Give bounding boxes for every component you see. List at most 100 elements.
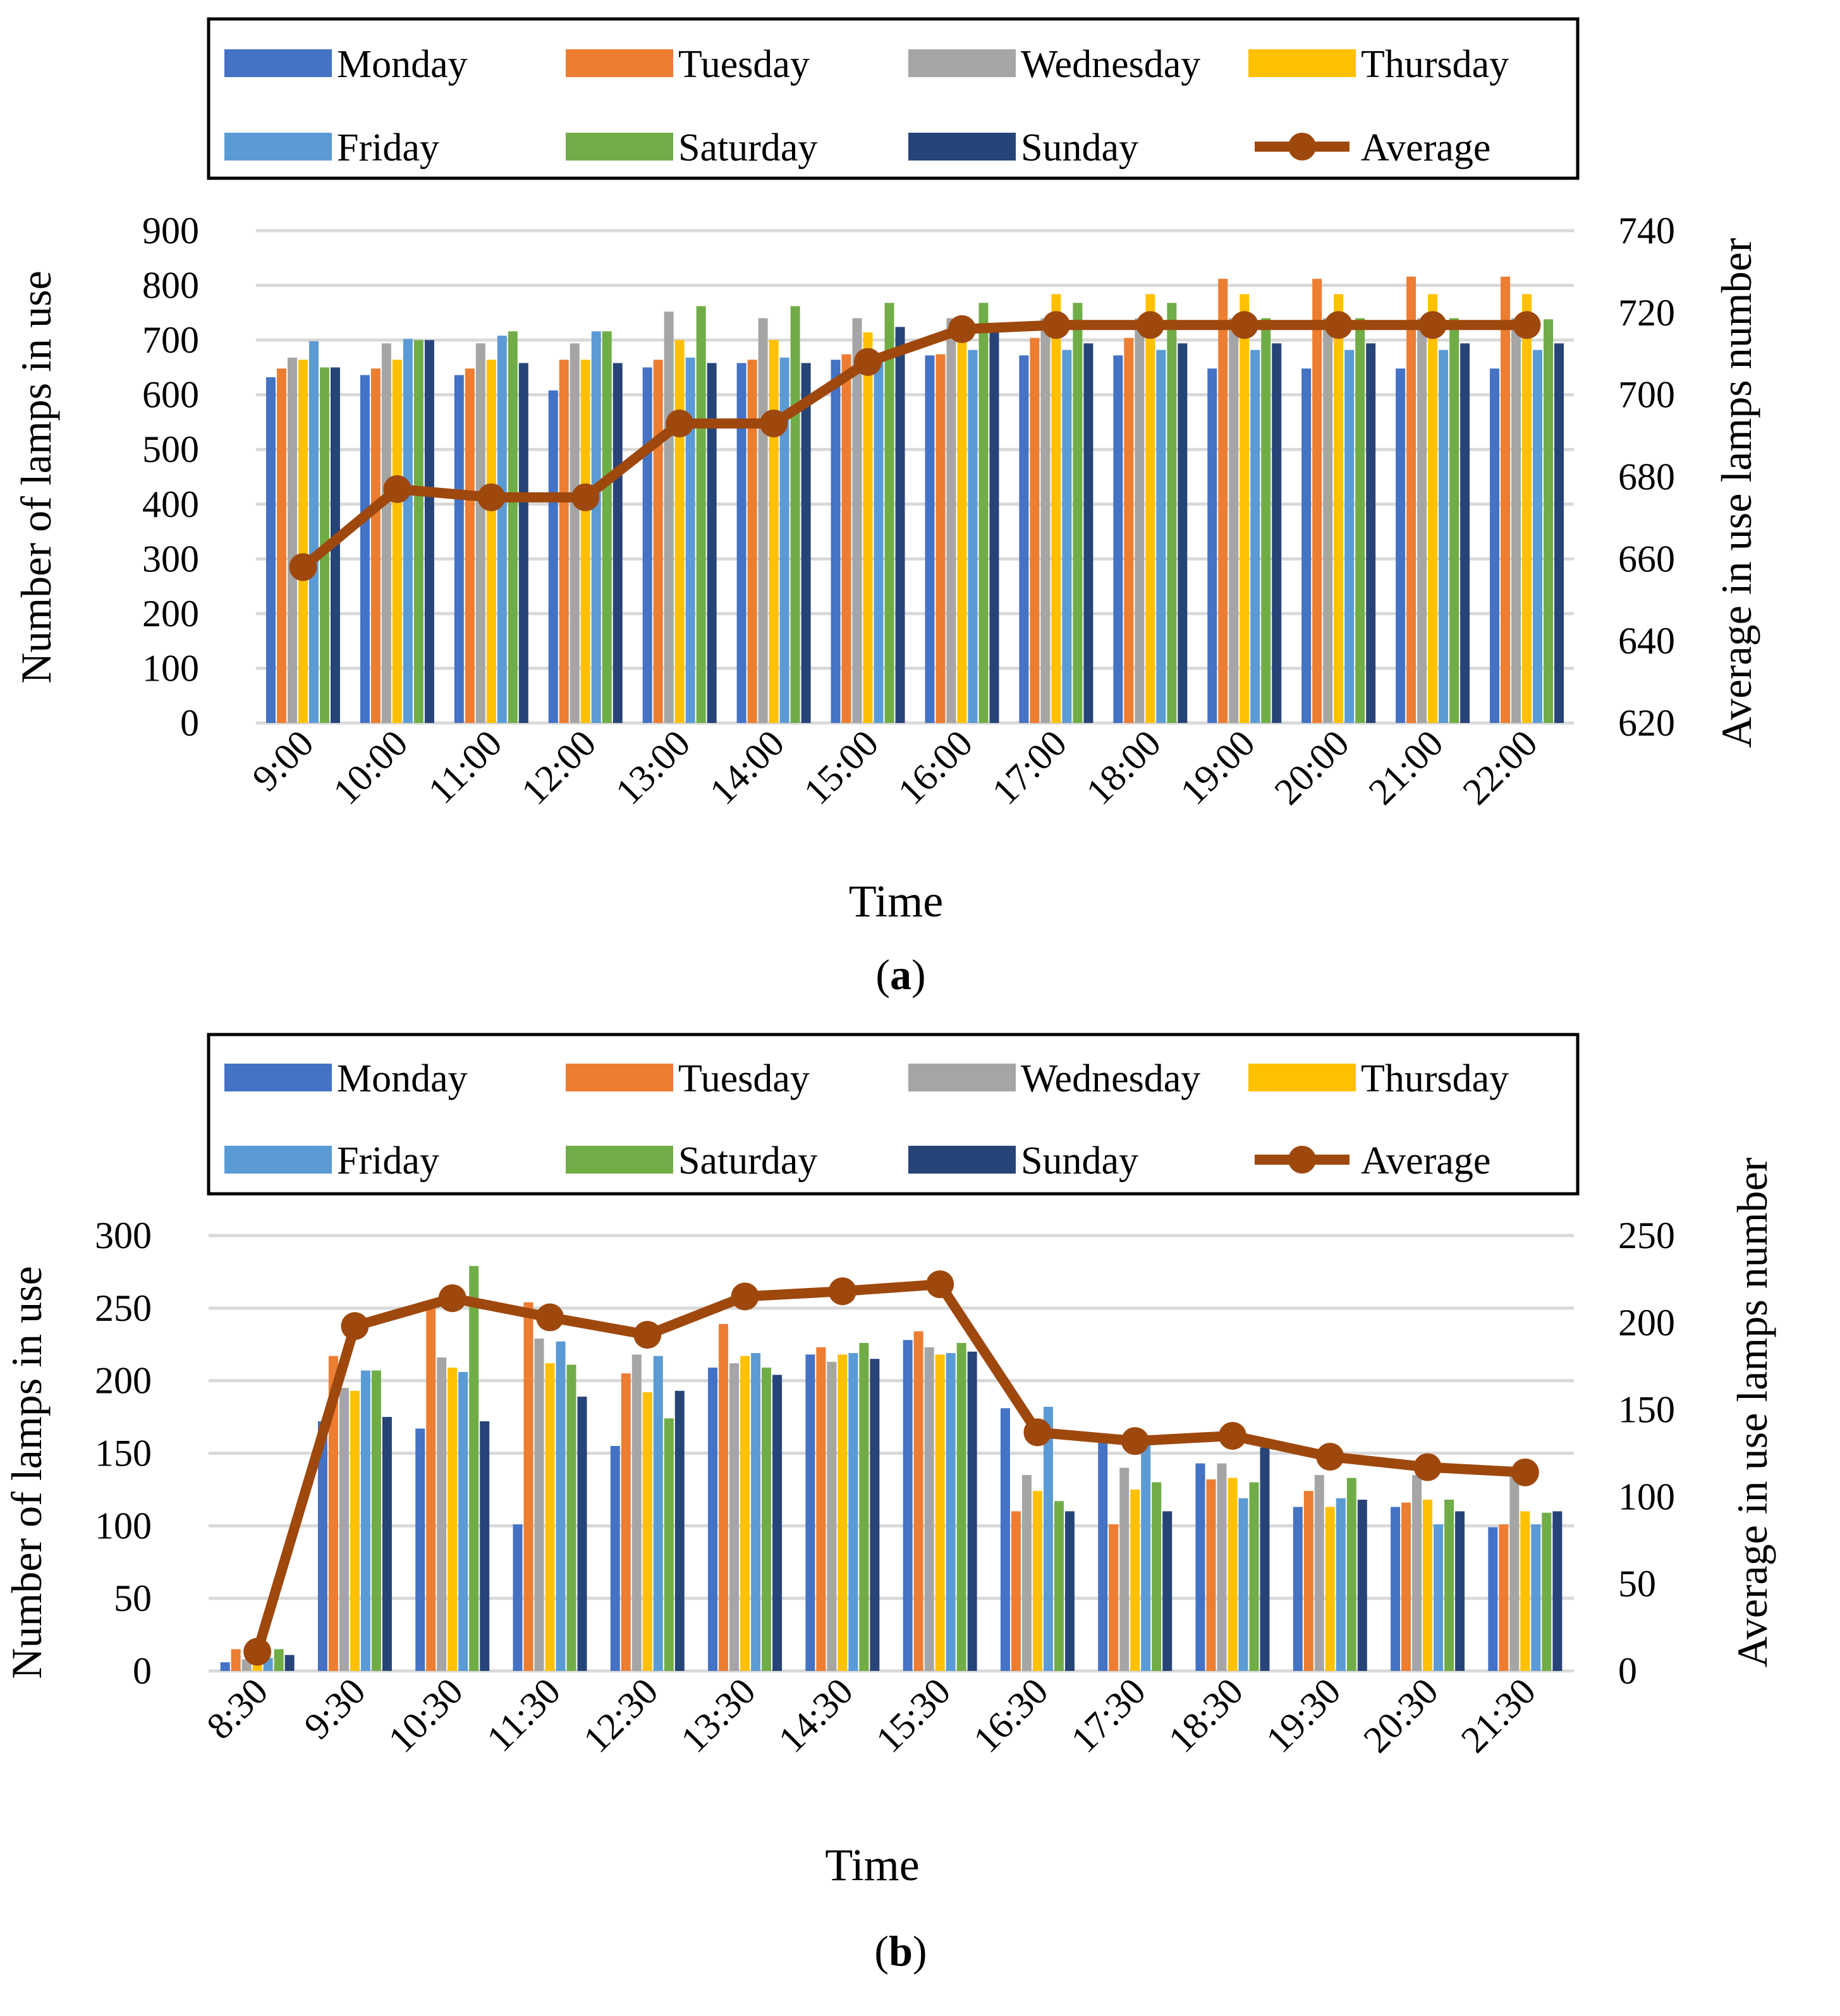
- bar-saturday-1400: [790, 306, 800, 723]
- legend-label-thursday: Thursday: [1361, 43, 1509, 86]
- bar-monday-1900: [1207, 368, 1217, 723]
- legend-swatch-thursday: [1248, 49, 1356, 77]
- bar-thursday-1700: [1051, 294, 1061, 724]
- bar-monday-1300: [642, 367, 652, 723]
- y-tick-label: 250: [95, 1287, 152, 1329]
- bar-tuesday-1530: [913, 1331, 923, 1671]
- legend-label-sunday: Sunday: [1021, 1139, 1138, 1182]
- legend-label-monday: Monday: [337, 1057, 468, 1100]
- bar-wednesday-1400: [758, 318, 768, 723]
- bar-wednesday-930: [339, 1388, 349, 1671]
- x-tick-label: 20:30: [1355, 1670, 1446, 1761]
- average-marker-1400: [760, 410, 788, 438]
- bar-saturday-1530: [956, 1342, 966, 1671]
- legend-label-wednesday: Wednesday: [1021, 1057, 1200, 1100]
- x-tick-label: 19:00: [1173, 722, 1263, 813]
- bar-friday-1730: [1141, 1438, 1151, 1671]
- x-tick-label: 18:00: [1078, 722, 1169, 813]
- bar-sunday-1500: [895, 327, 905, 723]
- bar-thursday-1100: [486, 360, 496, 723]
- bar-wednesday-1830: [1217, 1463, 1227, 1671]
- legend-swatch-wednesday: [908, 1064, 1016, 1091]
- bar-saturday-1030: [469, 1266, 479, 1671]
- bar-tuesday-2130: [1499, 1524, 1509, 1671]
- bar-friday-1530: [946, 1353, 956, 1671]
- x-axis-title: Time: [849, 876, 943, 926]
- average-marker-1830: [1219, 1421, 1246, 1450]
- bar-saturday-1800: [1167, 303, 1177, 724]
- x-tick-label: 21:30: [1453, 1670, 1544, 1761]
- bar-friday-1830: [1238, 1498, 1248, 1671]
- average-marker-2030: [1413, 1453, 1442, 1481]
- bar-wednesday-1300: [664, 312, 674, 723]
- bar-wednesday-1130: [534, 1339, 544, 1671]
- bar-tuesday-1600: [935, 354, 946, 723]
- bar-tuesday-2030: [1401, 1502, 1411, 1671]
- bar-wednesday-900: [287, 357, 297, 723]
- bar-saturday-1600: [978, 303, 989, 724]
- y-tick-label: 200: [95, 1360, 152, 1402]
- average-marker-1800: [1136, 311, 1164, 339]
- y2-tick-label: 200: [1618, 1302, 1675, 1344]
- x-tick-label: 22:00: [1454, 722, 1545, 813]
- x-tick-label: 12:00: [513, 722, 604, 813]
- bar-saturday-1900: [1261, 318, 1271, 723]
- legend-swatch-saturday: [566, 133, 673, 161]
- y2-tick-label: 720: [1618, 292, 1675, 334]
- bar-wednesday-1330: [729, 1363, 740, 1671]
- legend-swatch-friday: [224, 1146, 332, 1174]
- bar-monday-1200: [548, 390, 558, 723]
- bar-thursday-1330: [740, 1356, 750, 1671]
- bar-friday-1130: [556, 1341, 566, 1671]
- bar-wednesday-2030: [1412, 1474, 1422, 1671]
- average-marker-1100: [477, 483, 506, 511]
- bar-friday-2200: [1533, 349, 1543, 723]
- legend-swatch-tuesday: [566, 49, 673, 77]
- bar-tuesday-1200: [559, 360, 569, 723]
- x-axis-title: Time: [825, 1840, 919, 1890]
- bar-monday-1330: [708, 1367, 718, 1671]
- x-tick-label: 15:00: [796, 722, 886, 813]
- bar-sunday-1730: [1162, 1511, 1173, 1671]
- average-line: [252, 1279, 1526, 1653]
- bar-friday-1430: [848, 1353, 858, 1671]
- bar-thursday-2030: [1423, 1499, 1433, 1671]
- average-marker-2200: [1513, 311, 1541, 339]
- bar-saturday-1830: [1249, 1482, 1259, 1671]
- bar-thursday-1930: [1325, 1507, 1335, 1671]
- bar-thursday-1230: [642, 1392, 652, 1671]
- legend-swatch-saturday: [566, 1146, 673, 1174]
- bar-friday-2000: [1344, 349, 1355, 723]
- average-line-group: [289, 311, 1541, 581]
- bar-friday-1900: [1250, 349, 1260, 723]
- bar-friday-1100: [497, 336, 507, 723]
- bar-wednesday-1230: [631, 1354, 642, 1671]
- bar-sunday-1900: [1272, 343, 1282, 723]
- bar-monday-2130: [1488, 1527, 1498, 1671]
- bar-wednesday-1000: [381, 343, 391, 723]
- bar-friday-1330: [751, 1353, 761, 1671]
- bar-monday-1800: [1113, 355, 1123, 723]
- bar-saturday-1230: [664, 1418, 674, 1671]
- average-marker-1600: [947, 315, 976, 343]
- bar-wednesday-1900: [1229, 318, 1239, 723]
- bar-saturday-830: [274, 1649, 284, 1671]
- bar-friday-1300: [685, 357, 695, 723]
- bar-tuesday-2000: [1312, 279, 1322, 723]
- average-marker-1130: [536, 1303, 564, 1332]
- bar-thursday-900: [298, 360, 308, 723]
- average-line: [300, 320, 1527, 571]
- x-tick-label: 11:30: [478, 1670, 568, 1760]
- legend-label-wednesday: Wednesday: [1021, 43, 1200, 86]
- chart-panel-a: Monday Tuesday Wednesday Thursday Friday Satu…: [12, 17, 1760, 999]
- y2-axis-title: Average in use lamps number: [1712, 238, 1760, 748]
- bar-friday-2130: [1531, 1524, 1541, 1671]
- bar-sunday-2030: [1455, 1511, 1465, 1671]
- legend-swatch-sunday: [908, 133, 1016, 161]
- x-tick-label: 10:30: [381, 1670, 471, 1761]
- y2-tick-label: 0: [1618, 1650, 1637, 1692]
- bar-wednesday-2130: [1509, 1474, 1520, 1671]
- y-tick-label: 300: [95, 1215, 152, 1256]
- bar-tuesday-2100: [1406, 276, 1417, 723]
